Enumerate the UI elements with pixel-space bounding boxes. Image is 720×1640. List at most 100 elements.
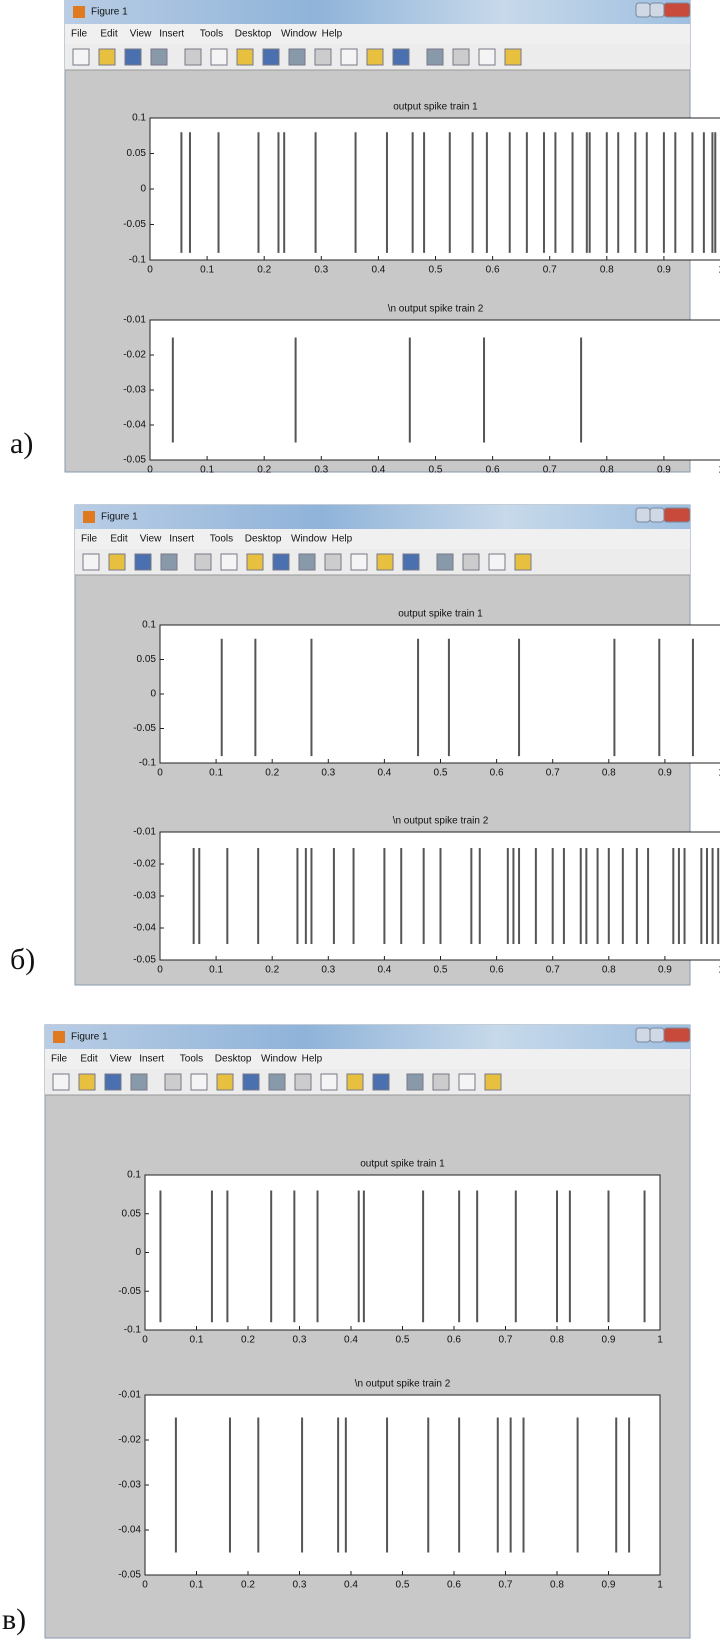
toolbar-button[interactable] [459,1074,475,1090]
toolbar-button[interactable] [273,554,289,570]
menu-item[interactable]: File [81,534,98,545]
toolbar-button[interactable] [403,554,419,570]
toolbar-button[interactable] [295,1074,311,1090]
toolbar-button[interactable] [315,49,331,65]
toolbar-button[interactable] [367,49,383,65]
menu-item[interactable]: View [130,29,152,40]
toolbar-button[interactable] [393,49,409,65]
toolbar-button[interactable] [433,1074,449,1090]
toolbar-button[interactable] [453,49,469,65]
x-tick-label: 1 [657,1580,663,1591]
x-tick-label: 0.8 [550,1580,564,1591]
window-button[interactable] [664,3,690,17]
toolbar-button[interactable] [485,1074,501,1090]
chart-title: \n output spike train 2 [355,1379,451,1390]
x-tick-label: 1 [657,1335,663,1346]
toolbar-button[interactable] [321,1074,337,1090]
toolbar-button[interactable] [105,1074,121,1090]
toolbar-button[interactable] [99,49,115,65]
menu-item[interactable]: View [140,534,162,545]
toolbar-button[interactable] [221,554,237,570]
toolbar-button[interactable] [437,554,453,570]
toolbar-button[interactable] [109,554,125,570]
toolbar-button[interactable] [165,1074,181,1090]
toolbar-button[interactable] [479,49,495,65]
menu-item[interactable]: Window [261,1054,297,1065]
menu-item[interactable]: Insert [139,1054,164,1065]
x-tick-label: 0.7 [543,265,557,276]
toolbar-button[interactable] [79,1074,95,1090]
menu-item[interactable]: Tools [210,534,233,545]
toolbar-button[interactable] [161,554,177,570]
toolbar-button[interactable] [73,49,89,65]
x-tick-label: 0.4 [377,965,391,976]
toolbar-button[interactable] [341,49,357,65]
y-tick-label: -0.1 [139,758,157,769]
menu-item[interactable]: View [110,1054,132,1065]
menu-item[interactable]: Insert [169,534,194,545]
toolbar-button[interactable] [299,554,315,570]
toolbar-button[interactable] [185,49,201,65]
toolbar-button[interactable] [135,554,151,570]
screenshot: а)Figure 1FileEditViewInsertToolsDesktop… [0,0,720,1640]
toolbar-button[interactable] [243,1074,259,1090]
toolbar-button[interactable] [505,49,521,65]
y-tick-label: -0.02 [123,350,146,361]
y-tick-label: -0.04 [133,923,156,934]
menu-item[interactable]: Window [281,29,317,40]
toolbar-button[interactable] [325,554,341,570]
toolbar-button[interactable] [351,554,367,570]
menu-item[interactable]: Edit [100,29,117,40]
x-tick-label: 0.7 [546,965,560,976]
menu-item[interactable]: Tools [180,1054,203,1065]
y-tick-label: 0.1 [142,620,156,631]
toolbar-button[interactable] [427,49,443,65]
window-button[interactable] [650,1028,664,1042]
menu-item[interactable]: Desktop [235,29,272,40]
toolbar-button[interactable] [347,1074,363,1090]
toolbar-button[interactable] [125,49,141,65]
menu-item[interactable]: Desktop [215,1054,252,1065]
window-button[interactable] [650,508,664,522]
menu-item[interactable]: File [71,29,88,40]
window-button[interactable] [636,1028,650,1042]
toolbar-button[interactable] [151,49,167,65]
window-button[interactable] [650,3,664,17]
toolbar-button[interactable] [515,554,531,570]
toolbar-button[interactable] [269,1074,285,1090]
window-button[interactable] [636,3,650,17]
menu-item[interactable]: Help [332,534,353,545]
toolbar-button[interactable] [211,49,227,65]
toolbar-button[interactable] [407,1074,423,1090]
toolbar-button[interactable] [263,49,279,65]
menu-item[interactable]: Window [291,534,327,545]
y-tick-label: -0.04 [123,420,146,431]
menu-item[interactable]: Desktop [245,534,282,545]
toolbar-button[interactable] [377,554,393,570]
y-tick-label: -0.05 [133,955,156,966]
menu-item[interactable]: Insert [159,29,184,40]
toolbar-button[interactable] [217,1074,233,1090]
toolbar-button[interactable] [195,554,211,570]
toolbar-button[interactable] [53,1074,69,1090]
menu-item[interactable]: Edit [110,534,127,545]
toolbar-button[interactable] [237,49,253,65]
toolbar-button[interactable] [373,1074,389,1090]
y-tick-label: -0.03 [123,385,146,396]
toolbar-button[interactable] [489,554,505,570]
y-tick-label: -0.03 [133,891,156,902]
menu-item[interactable]: Help [302,1054,323,1065]
window-button[interactable] [636,508,650,522]
menu-item[interactable]: Edit [80,1054,97,1065]
menu-item[interactable]: Tools [200,29,223,40]
menu-item[interactable]: File [51,1054,68,1065]
toolbar-button[interactable] [247,554,263,570]
window-button[interactable] [664,508,690,522]
toolbar-button[interactable] [191,1074,207,1090]
toolbar-button[interactable] [289,49,305,65]
toolbar-button[interactable] [131,1074,147,1090]
menu-item[interactable]: Help [322,29,343,40]
toolbar-button[interactable] [83,554,99,570]
toolbar-button[interactable] [463,554,479,570]
window-button[interactable] [664,1028,690,1042]
